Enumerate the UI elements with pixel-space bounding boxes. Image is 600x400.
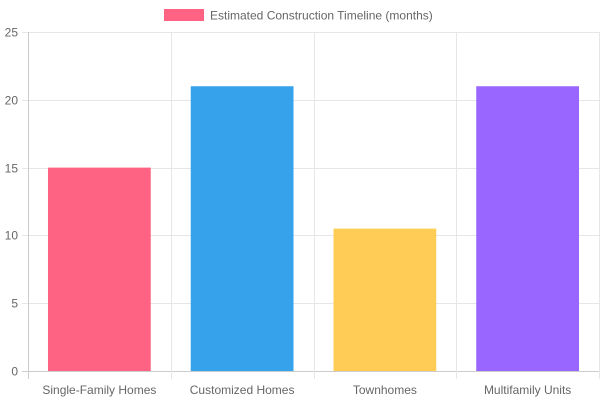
y-tick-label: 15: [5, 162, 19, 176]
x-axis-ticks: Single-Family Homes Customized Homes Townh…: [42, 383, 571, 397]
bars: [47, 86, 580, 372]
legend[interactable]: Estimated Construction Timeline (months): [164, 9, 433, 23]
y-tick-label: 5: [11, 297, 18, 311]
legend-label[interactable]: Estimated Construction Timeline (months): [210, 9, 433, 23]
y-axis-ticks: 0 5 10 15 20 25: [5, 26, 19, 379]
y-tick-label: 25: [5, 26, 19, 40]
x-tick-label: Customized Homes: [190, 383, 295, 397]
x-tick-label: Single-Family Homes: [42, 383, 156, 397]
bar[interactable]: [476, 86, 580, 372]
x-tick-label: Townhomes: [353, 383, 417, 397]
y-tick-label: 20: [5, 94, 19, 108]
x-tick-label: Multifamily Units: [484, 383, 571, 397]
bar[interactable]: [190, 86, 294, 372]
legend-swatch[interactable]: [164, 9, 204, 21]
bar[interactable]: [333, 228, 437, 371]
bar[interactable]: [47, 167, 151, 371]
y-tick-label: 10: [5, 229, 19, 243]
y-tick-label: 0: [11, 365, 18, 379]
